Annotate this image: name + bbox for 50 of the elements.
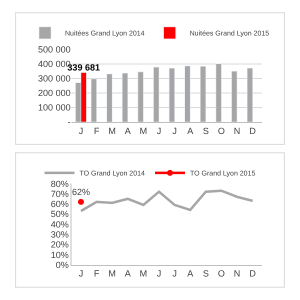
- y-tick-label: 50%: [50, 209, 69, 220]
- bar: [90, 78, 97, 122]
- x-tick-label: J: [156, 268, 162, 279]
- y-tick-label: 80%: [50, 178, 69, 189]
- x-tick-label: J: [172, 126, 177, 136]
- y-tick-label: 20%: [50, 240, 69, 250]
- x-tick-label: F: [94, 268, 100, 279]
- y-tick-label: 0%: [56, 260, 69, 270]
- x-tick-label: S: [202, 268, 209, 279]
- x-tick-label: M: [140, 126, 148, 136]
- x-tick-label: O: [218, 268, 225, 279]
- x-tick-label: F: [94, 126, 100, 136]
- x-tick-label: A: [187, 126, 194, 136]
- x-tick-label: A: [187, 268, 194, 279]
- data-label: 62%: [72, 186, 90, 197]
- x-tick-label: J: [172, 268, 177, 279]
- bar: [216, 64, 222, 122]
- x-tick-label: D: [249, 126, 256, 136]
- bar: [106, 74, 112, 122]
- y-tick-label: -: [68, 117, 71, 128]
- x-tick-label: J: [156, 126, 162, 136]
- bar: [153, 66, 160, 122]
- bar: [246, 68, 253, 122]
- x-tick-label: M: [108, 268, 116, 279]
- y-tick-label: 70%: [50, 188, 69, 199]
- x-tick-label: J: [78, 126, 84, 136]
- y-tick-label: 40%: [50, 219, 69, 230]
- bar: [168, 68, 175, 122]
- bar: [184, 66, 190, 122]
- x-tick-label: A: [124, 126, 131, 136]
- y-tick-label: 60%: [50, 199, 69, 210]
- y-tick-label: 100 000: [38, 102, 71, 113]
- x-tick-label: M: [108, 126, 116, 136]
- x-tick-label: A: [124, 268, 131, 279]
- bar: [200, 66, 206, 122]
- y-tick-label: 300 000: [38, 73, 71, 84]
- x-tick-label: N: [234, 268, 240, 279]
- x-tick-label: J: [78, 268, 84, 279]
- bar: [138, 72, 144, 122]
- y-tick-label: 200 000: [38, 88, 71, 98]
- x-tick-label: S: [202, 126, 209, 136]
- x-tick-label: N: [234, 126, 240, 136]
- bar: [231, 70, 238, 122]
- y-tick-label: 10%: [50, 250, 69, 260]
- x-tick-label: M: [140, 268, 148, 279]
- x-tick-label: D: [249, 268, 256, 279]
- bar: [122, 72, 128, 122]
- x-tick-label: O: [218, 126, 225, 136]
- y-tick-label: 500 000: [38, 44, 71, 54]
- y-tick-label: 30%: [50, 230, 69, 240]
